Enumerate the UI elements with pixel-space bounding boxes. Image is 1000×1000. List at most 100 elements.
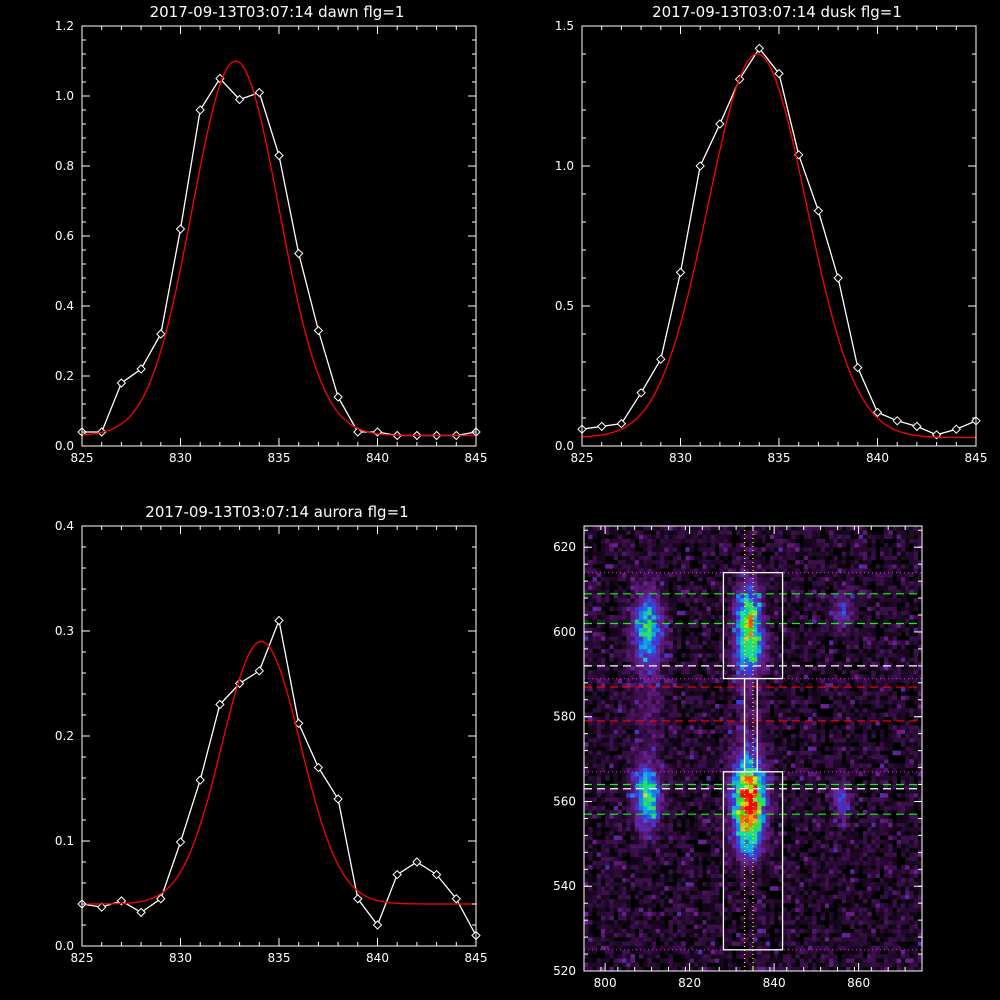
heatmap-cell (740, 682, 745, 688)
heatmap-cell (765, 771, 771, 777)
heatmap-cell (829, 767, 834, 773)
heatmap-cell (854, 831, 859, 836)
heatmap-cell (660, 725, 665, 730)
heatmap-cell (786, 687, 792, 692)
heatmap-cell (829, 665, 834, 671)
heatmap-cell (833, 725, 838, 730)
heatmap-cell (778, 966, 783, 972)
heatmap-cell (757, 877, 762, 883)
heatmap-cell (600, 704, 606, 709)
heatmap-cell (791, 661, 796, 667)
heatmap-cell (871, 966, 876, 972)
heatmap-cell (719, 903, 724, 908)
heatmap-cell (765, 945, 771, 951)
heatmap-cell (736, 843, 741, 849)
heatmap-cell (799, 788, 805, 794)
heatmap-cell (596, 839, 602, 845)
heatmap-cell (588, 903, 593, 908)
heatmap-cell (668, 729, 674, 734)
heatmap-cell (588, 682, 593, 688)
heatmap-cell (740, 920, 745, 925)
heatmap-cell (871, 949, 876, 955)
heatmap-cell (672, 805, 678, 811)
heatmap-cell (668, 708, 674, 713)
heatmap-cell (655, 894, 661, 900)
heatmap-cell (681, 704, 686, 709)
heatmap-cell (883, 831, 889, 836)
heatmap-cell (706, 839, 712, 845)
heatmap-cell (841, 932, 847, 938)
heatmap-cell (651, 932, 657, 938)
heatmap-cell (795, 869, 800, 874)
heatmap-cell (647, 898, 652, 904)
heatmap-cell (871, 928, 876, 934)
heatmap-cell (774, 725, 779, 730)
heatmap-cell (816, 691, 821, 696)
heatmap-cell (617, 911, 623, 917)
heatmap-cell (736, 754, 741, 760)
heatmap-cell (672, 848, 678, 853)
heatmap-cell (617, 678, 623, 684)
heatmap-cell (740, 763, 745, 768)
heatmap-cell (609, 814, 614, 819)
heatmap-cell (900, 708, 906, 713)
heatmap-cell (617, 915, 623, 921)
heatmap-cell (672, 682, 678, 688)
heatmap-cell (862, 920, 868, 925)
heatmap-cell (647, 852, 652, 857)
heatmap-cell (676, 725, 682, 730)
heatmap-cell (883, 691, 889, 696)
heatmap-cell (850, 898, 855, 904)
heatmap-cell (875, 907, 881, 912)
data-point-marker (715, 119, 725, 129)
heatmap-cell (723, 737, 728, 743)
heatmap-cell (765, 869, 771, 874)
heatmap-cell (757, 835, 762, 840)
heatmap-cell (816, 682, 821, 688)
heatmap-cell (748, 733, 754, 739)
heatmap-cell (731, 704, 737, 709)
heatmap-cell (584, 954, 589, 959)
heatmap-cell (736, 742, 741, 747)
heatmap-cell (913, 937, 919, 942)
heatmap-cell (676, 831, 682, 836)
heatmap-cell (845, 780, 851, 785)
heatmap-cell (676, 754, 682, 760)
heatmap-cell (660, 767, 665, 773)
heatmap-cell (584, 704, 589, 709)
heatmap-cell (753, 852, 758, 857)
heatmap-cell (655, 852, 661, 857)
heatmap-cell (596, 725, 602, 730)
heatmap-cell (660, 665, 665, 671)
heatmap-cell (647, 962, 652, 968)
heatmap-cell (613, 941, 619, 946)
heatmap-cell (753, 678, 758, 684)
heatmap-cell (638, 767, 644, 773)
heatmap-cell (710, 746, 716, 751)
heatmap-cell (824, 894, 830, 900)
heatmap-cell (630, 856, 636, 862)
heatmap-cell (892, 670, 897, 675)
heatmap-cell (837, 831, 843, 836)
heatmap-cell (913, 754, 919, 760)
heatmap-cell (879, 945, 885, 951)
heatmap-cell (761, 682, 766, 688)
heatmap-cell (913, 822, 919, 828)
heatmap-cell (693, 699, 699, 705)
heatmap-cell (748, 699, 754, 705)
heatmap-cell (672, 759, 678, 764)
heatmap-cell (638, 733, 644, 739)
heatmap-cell (698, 805, 703, 811)
heatmap-cell (588, 966, 593, 972)
heatmap-cell (672, 780, 678, 785)
heatmap-cell (643, 691, 648, 696)
heatmap-cell (761, 665, 766, 671)
heatmap-cell (824, 661, 830, 667)
heatmap-cell (888, 720, 893, 726)
heatmap-cell (630, 809, 636, 815)
heatmap-cell (668, 898, 674, 904)
heatmap-cell (584, 873, 589, 879)
heatmap-cell (824, 826, 830, 832)
heatmap-cell (862, 822, 868, 828)
heatmap-cell (807, 746, 813, 751)
